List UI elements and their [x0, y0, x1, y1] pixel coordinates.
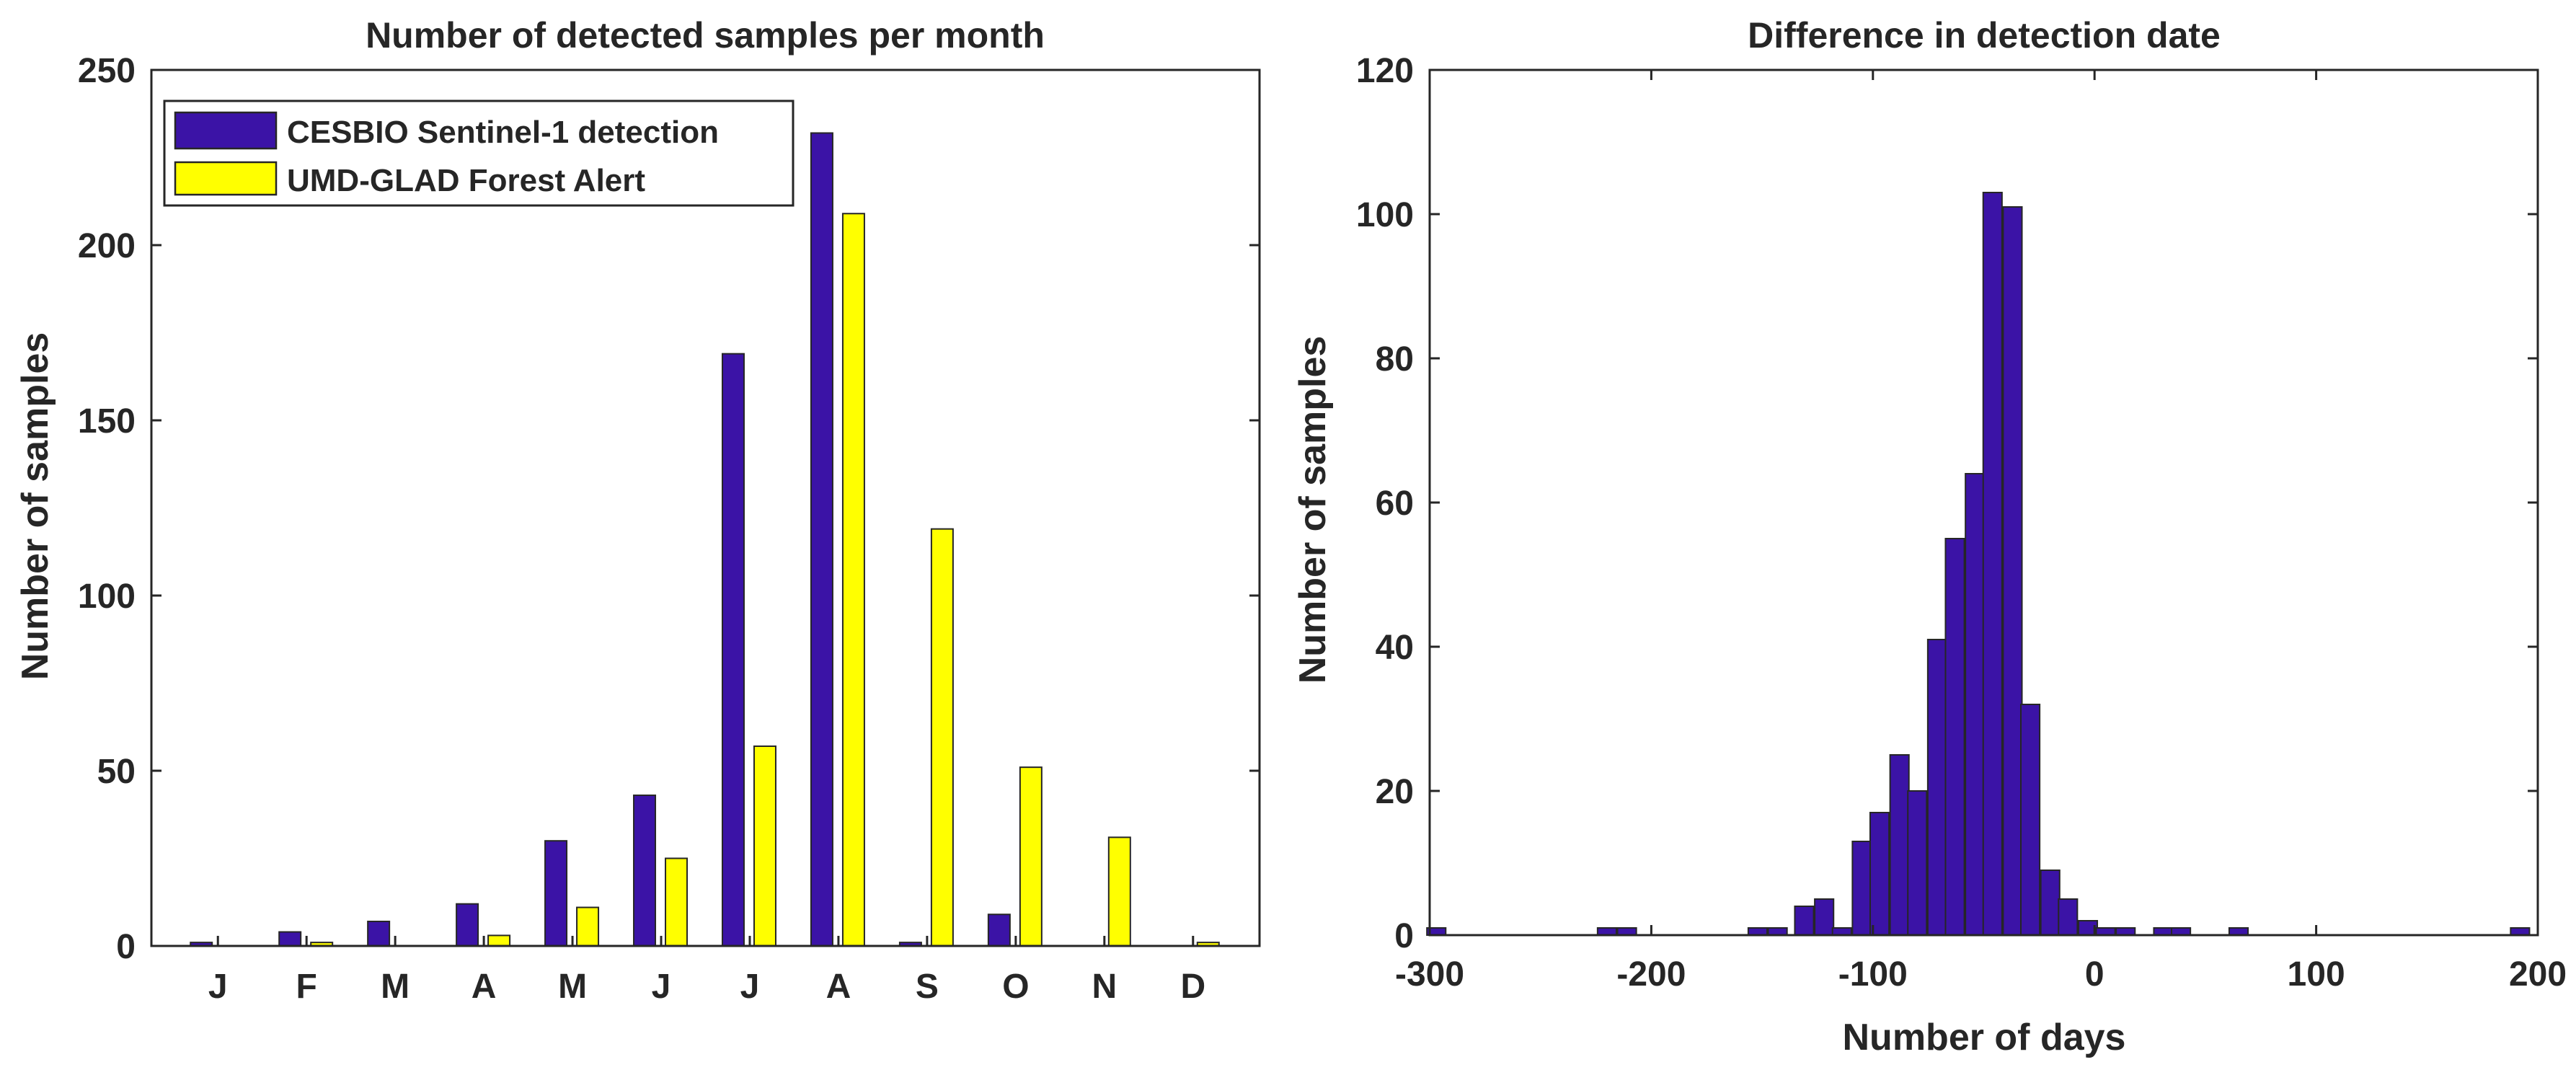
y-tick-label: 200 [78, 227, 136, 265]
bar-cesbio-7 [721, 353, 745, 947]
chart1-title: Number of detected samples per month [366, 15, 1045, 56]
chart1-plot-area [151, 70, 1260, 946]
histogram-bar-10 [1869, 812, 1890, 936]
histogram-bar-16 [1982, 192, 2003, 936]
y-tick-label: 0 [116, 928, 136, 966]
chart1-y-axis-label: Number of samples [14, 332, 56, 681]
bar-cesbio-2 [278, 931, 302, 947]
histogram-bar-9 [1851, 841, 1872, 936]
x-tick-label: S [916, 968, 939, 1006]
x-tick-label: J [652, 968, 671, 1006]
bar-umd-glad-7 [753, 745, 776, 947]
histogram-bar-6 [1794, 906, 1815, 936]
y-tick-label: 50 [97, 753, 136, 791]
bar-cesbio-5 [544, 840, 568, 947]
x-tick-label: 200 [2509, 955, 2567, 994]
legend-swatch-cesbio [174, 111, 278, 150]
bar-cesbio-4 [456, 903, 479, 947]
histogram-bar-12 [1907, 790, 1928, 936]
legend-swatch-umd-glad [174, 161, 278, 196]
bar-cesbio-8 [810, 132, 833, 947]
x-tick-label: J [740, 968, 760, 1006]
bar-cesbio-6 [633, 795, 657, 947]
x-tick-label: N [1092, 968, 1117, 1006]
x-tick-label: 100 [2288, 955, 2345, 994]
x-tick-label: 0 [2085, 955, 2104, 994]
y-tick-label: 60 [1376, 485, 1414, 523]
histogram-bar-20 [2058, 898, 2079, 936]
chart1-axes-box [150, 68, 1261, 947]
y-tick-label: 120 [1356, 52, 1414, 90]
x-tick-label: F [296, 968, 317, 1006]
bar-umd-glad-5 [576, 906, 600, 947]
histogram-bar-15 [1965, 473, 1986, 936]
x-tick-label: -200 [1616, 955, 1686, 994]
y-tick-label: 80 [1376, 340, 1414, 379]
y-tick-label: 100 [78, 578, 136, 616]
x-tick-label: -100 [1838, 955, 1908, 994]
x-tick-label: -300 [1395, 955, 1464, 994]
legend-label-umd-glad: UMD-GLAD Forest Alert [287, 163, 645, 198]
bar-umd-glad-10 [1019, 766, 1043, 947]
x-tick-label: M [558, 968, 587, 1006]
bar-umd-glad-4 [487, 934, 511, 947]
chart2-y-axis-label: Number of samples [1292, 336, 1334, 684]
histogram-bar-7 [1814, 898, 1835, 936]
y-tick-label: 40 [1376, 629, 1414, 667]
chart2-axes-box [1428, 68, 2539, 937]
x-tick-label: A [826, 968, 851, 1006]
bar-umd-glad-6 [665, 857, 689, 947]
monthly-detection-chart: Number of detected samples per month Num… [14, 15, 1261, 1006]
bar-cesbio-3 [367, 920, 391, 947]
histogram-bar-19 [2040, 870, 2061, 936]
x-tick-label: A [472, 968, 497, 1006]
histogram-bar-18 [2019, 704, 2041, 936]
histogram-bar-14 [1944, 538, 1965, 936]
x-tick-label: M [381, 968, 410, 1006]
bar-cesbio-10 [987, 913, 1011, 947]
y-tick-label: 250 [78, 52, 136, 90]
legend-label-cesbio: CESBIO Sentinel-1 detection [287, 115, 719, 150]
histogram-bar-11 [1889, 754, 1910, 936]
y-tick-label: 0 [1394, 917, 1414, 955]
y-tick-label: 100 [1356, 196, 1414, 234]
detection-date-difference-chart: Difference in detection date Number of d… [1292, 15, 2567, 1058]
chart2-x-axis-label: Number of days [1843, 1017, 2126, 1058]
bar-umd-glad-11 [1107, 836, 1131, 947]
histogram-bar-17 [2002, 206, 2023, 936]
chart2-title: Difference in detection date [1748, 15, 2221, 56]
histogram-bar-13 [1926, 639, 1948, 936]
bar-umd-glad-9 [930, 528, 954, 947]
bar-umd-glad-8 [841, 213, 865, 947]
x-tick-label: J [208, 968, 228, 1006]
chart1-legend: CESBIO Sentinel-1 detection UMD-GLAD For… [163, 99, 795, 207]
y-tick-label: 150 [78, 402, 136, 441]
x-tick-label: D [1180, 968, 1205, 1006]
y-tick-label: 20 [1376, 773, 1414, 811]
x-tick-label: O [1002, 968, 1029, 1006]
